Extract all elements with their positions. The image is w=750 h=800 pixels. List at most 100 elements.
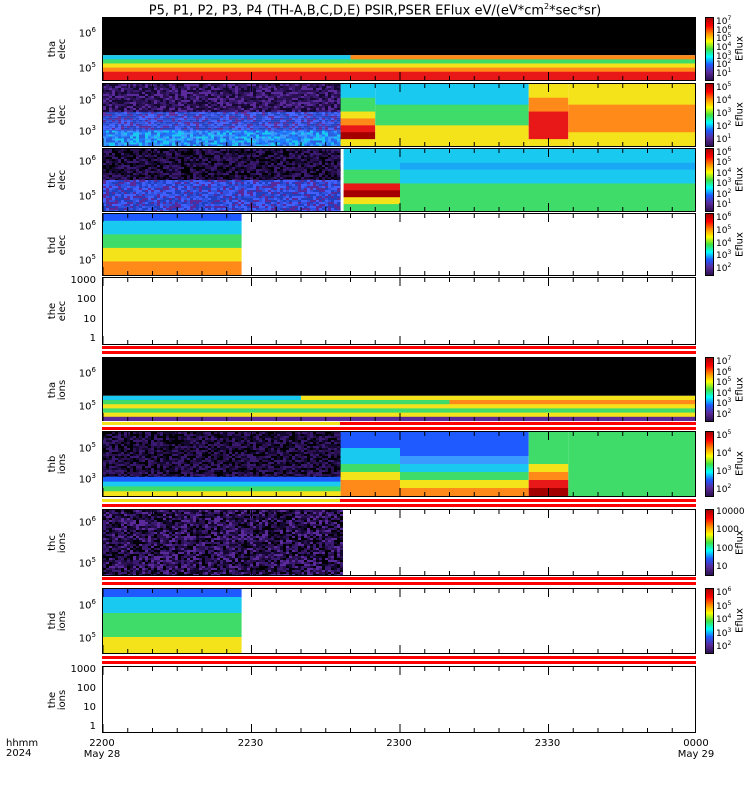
heatmap-noise-cell <box>226 115 229 118</box>
heatmap-noise-cell <box>157 153 160 155</box>
heatmap-noise-cell <box>262 111 265 114</box>
heatmap-noise-cell <box>274 140 277 143</box>
heatmap-noise-cell <box>145 173 148 175</box>
heatmap-noise-cell <box>232 98 235 100</box>
heatmap-noise-cell <box>217 196 220 198</box>
heatmap-noise-cell <box>106 204 109 206</box>
heatmap-noise-cell <box>148 155 151 157</box>
heatmap-noise-cell <box>286 134 289 137</box>
heatmap-noise-cell <box>307 96 310 98</box>
heatmap-noise-cell <box>118 117 121 120</box>
heatmap-noise-cell <box>316 94 319 96</box>
heatmap-noise-cell <box>124 94 127 96</box>
heatmap-noise-cell <box>118 206 121 208</box>
heatmap-noise-cell <box>223 98 226 100</box>
heatmap-noise-cell <box>322 161 325 163</box>
heatmap-noise-cell <box>292 106 295 108</box>
heatmap-noise-cell <box>142 90 145 92</box>
heatmap-noise-cell <box>250 106 253 108</box>
heatmap-noise-cell <box>280 151 283 153</box>
heatmap-noise-cell <box>121 198 124 200</box>
heatmap-noise-cell <box>166 96 169 98</box>
heatmap-noise-cell <box>220 177 223 179</box>
heatmap-noise-cell <box>154 94 157 96</box>
heatmap-noise-cell <box>205 184 208 186</box>
heatmap-noise-cell <box>154 188 157 190</box>
heatmap-noise-cell <box>268 88 271 90</box>
y-tick-label: 105 <box>78 93 96 107</box>
heatmap-noise-cell <box>250 115 253 118</box>
heatmap-noise-cell <box>298 127 301 130</box>
heatmap-noise-cell <box>127 115 130 118</box>
heatmap-noise-cell <box>241 165 244 167</box>
heatmap-noise-cell <box>265 100 268 102</box>
heatmap-noise-cell <box>232 106 235 108</box>
heatmap-noise-cell <box>196 86 199 88</box>
heatmap-noise-cell <box>202 102 205 104</box>
heatmap-noise-cell <box>154 102 157 104</box>
heatmap-noise-cell <box>217 108 220 110</box>
heatmap-noise-cell <box>220 104 223 106</box>
heatmap-noise-cell <box>112 180 115 182</box>
heatmap-noise-cell <box>184 119 187 122</box>
heatmap-noise-cell <box>157 106 160 108</box>
heatmap-noise-cell <box>220 136 223 139</box>
heatmap-noise-cell <box>301 94 304 96</box>
heatmap-noise-cell <box>193 102 196 104</box>
heatmap-noise-cell <box>214 113 217 116</box>
heatmap-noise-cell <box>325 108 328 110</box>
heatmap-noise-cell <box>184 144 187 146</box>
heatmap-noise-cell <box>187 90 190 92</box>
heatmap-noise-cell <box>124 106 127 108</box>
heatmap-band <box>568 125 695 133</box>
heatmap-noise-cell <box>331 153 334 155</box>
heatmap-noise-cell <box>139 180 142 182</box>
heatmap-noise-cell <box>169 127 172 130</box>
heatmap-noise-cell <box>223 184 226 186</box>
heatmap-noise-cell <box>211 140 214 143</box>
heatmap-noise-cell <box>244 90 247 92</box>
heatmap-noise-cell <box>298 123 301 126</box>
heatmap-noise-cell <box>121 149 124 151</box>
heatmap-noise-cell <box>298 167 301 169</box>
heatmap-noise-cell <box>193 184 196 186</box>
heatmap-noise-cell <box>250 110 253 112</box>
heatmap-noise-cell <box>331 175 334 177</box>
heatmap-noise-cell <box>316 92 319 94</box>
heatmap-band <box>499 63 549 69</box>
heatmap-noise-cell <box>202 202 205 204</box>
heatmap-noise-cell <box>190 100 193 102</box>
heatmap-noise-cell <box>169 190 172 192</box>
heatmap-noise-cell <box>187 94 190 96</box>
heatmap-noise-cell <box>217 180 220 182</box>
heatmap-noise-cell <box>319 144 322 146</box>
heatmap-noise-cell <box>247 90 250 92</box>
heatmap-noise-cell <box>190 136 193 139</box>
heatmap-noise-cell <box>256 155 259 157</box>
heatmap-noise-cell <box>226 196 229 198</box>
heatmap-noise-cell <box>247 200 250 202</box>
heatmap-noise-cell <box>298 108 301 110</box>
heatmap-noise-cell <box>322 100 325 102</box>
heatmap-noise-cell <box>184 108 187 110</box>
heatmap-noise-cell <box>292 138 295 141</box>
heatmap-noise-cell <box>142 94 145 96</box>
heatmap-noise-cell <box>163 100 166 102</box>
heatmap-noise-cell <box>145 155 148 157</box>
heatmap-noise-cell <box>136 200 139 202</box>
heatmap-noise-cell <box>235 177 238 179</box>
heatmap-noise-cell <box>247 208 250 210</box>
heatmap-noise-cell <box>268 86 271 88</box>
heatmap-noise-cell <box>148 113 151 116</box>
heatmap-noise-cell <box>238 171 241 173</box>
heatmap-noise-cell <box>232 210 235 211</box>
heatmap-noise-cell <box>190 182 193 184</box>
heatmap-noise-cell <box>151 134 154 137</box>
heatmap-noise-cell <box>187 184 190 186</box>
heatmap-noise-cell <box>256 121 259 124</box>
heatmap-noise-cell <box>271 149 274 151</box>
heatmap-noise-cell <box>283 125 286 128</box>
heatmap-noise-cell <box>313 144 316 146</box>
heatmap-noise-cell <box>220 90 223 92</box>
heatmap-noise-cell <box>208 182 211 184</box>
